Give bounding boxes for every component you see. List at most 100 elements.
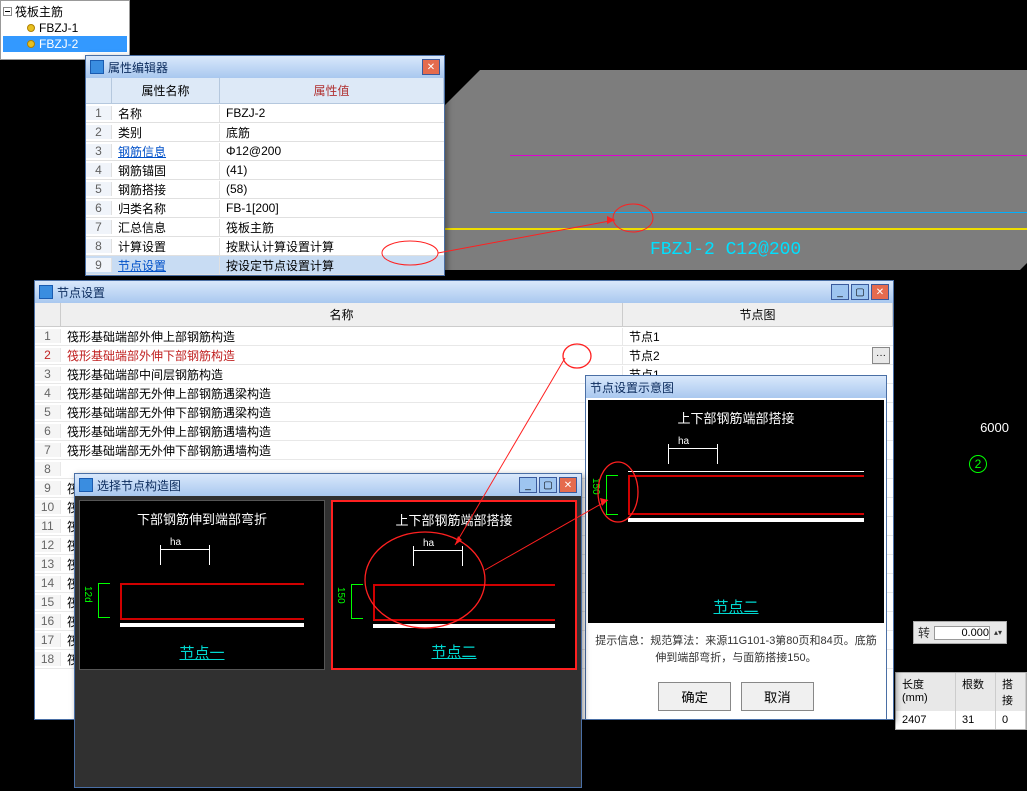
prop-row[interactable]: 8 计算设置 按默认计算设置计算 — [86, 237, 444, 256]
row-num: 1 — [35, 329, 61, 343]
row-num: 3 — [35, 367, 61, 381]
prop-row[interactable]: 7 汇总信息 筏板主筋 — [86, 218, 444, 237]
dim-v — [606, 475, 618, 515]
node-name: 筏形基础端部外伸上部钢筋构造 — [61, 328, 623, 345]
rotation-spin: 转 ▴▾ — [913, 621, 1007, 644]
axis-bubble-num: 2 — [975, 457, 982, 471]
node-name: 筏形基础端部无外伸下部钢筋遇墙构造 — [61, 442, 623, 459]
col-name: 名称 — [61, 303, 623, 326]
titlebar[interactable]: 节点设置 _ ▢ ✕ — [35, 281, 893, 303]
spin-up-icon[interactable]: ▴▾ — [994, 628, 1002, 637]
dim-h — [413, 550, 463, 560]
prop-name: 钢筋搭接 — [112, 181, 220, 198]
prop-row[interactable]: 9 节点设置 按设定节点设置计算 — [86, 256, 444, 275]
prop-value[interactable]: (58) — [220, 182, 444, 196]
close-icon[interactable]: ✕ — [422, 59, 440, 75]
collapse-icon[interactable] — [3, 7, 12, 16]
diagram-title: 上下部钢筋端部搭接 — [588, 408, 884, 427]
cell-count: 31 — [956, 711, 996, 729]
row-num: 11 — [35, 519, 61, 533]
dialog-title: 选择节点构造图 — [97, 477, 515, 494]
node-name: 筏形基础端部无外伸上部钢筋遇墙构造 — [61, 423, 623, 440]
diagram-label: 节点二 — [588, 596, 884, 617]
close-icon[interactable]: ✕ — [871, 284, 889, 300]
dimension-text: 6000 — [980, 420, 1009, 435]
rebar-label: FBZJ-2 C12@200 — [650, 240, 801, 260]
row-num: 1 — [86, 106, 112, 120]
minimize-icon[interactable]: _ — [831, 284, 849, 300]
prop-value[interactable]: Φ12@200 — [220, 144, 444, 158]
dim-h-label: ha — [170, 537, 181, 548]
dim-v-label: 12d — [82, 586, 93, 603]
row-num: 4 — [86, 163, 112, 177]
row-num: 6 — [35, 424, 61, 438]
ok-button[interactable]: 确定 — [658, 682, 731, 711]
prop-value[interactable]: FB-1[200] — [220, 201, 444, 215]
minimize-icon[interactable]: _ — [519, 477, 537, 493]
tree-root[interactable]: 筏板主筋 — [3, 3, 127, 20]
dim-h-label: ha — [678, 436, 689, 447]
tree-panel: 筏板主筋 FBZJ-1 FBZJ-2 — [0, 0, 130, 60]
spin-input[interactable] — [934, 626, 990, 640]
row-num: 2 — [35, 348, 61, 362]
node-table-header: 名称 节点图 — [35, 303, 893, 327]
prop-value[interactable]: 按默认计算设置计算 — [220, 238, 444, 255]
panel-title: 节点设置示意图 — [590, 379, 882, 396]
row-num: 2 — [86, 125, 112, 139]
row-num: 5 — [86, 182, 112, 196]
prop-row[interactable]: 6 归类名称 FB-1[200] — [86, 199, 444, 218]
titlebar[interactable]: 选择节点构造图 _ ▢ ✕ — [75, 474, 581, 496]
prop-value[interactable]: 筏板主筋 — [220, 219, 444, 236]
row-num: 8 — [35, 462, 61, 476]
prop-value[interactable]: FBZJ-2 — [220, 106, 444, 120]
row-num: 12 — [35, 538, 61, 552]
thumb-title: 上下部钢筋端部搭接 — [333, 510, 575, 529]
maximize-icon[interactable]: ▢ — [539, 477, 557, 493]
prop-row[interactable]: 3 钢筋信息 Φ12@200 — [86, 142, 444, 161]
prop-row[interactable]: 4 钢筋锚固 (41) — [86, 161, 444, 180]
maximize-icon[interactable]: ▢ — [851, 284, 869, 300]
prop-value[interactable]: 按设定节点设置计算 — [220, 257, 444, 274]
prop-row[interactable]: 2 类别 底筋 — [86, 123, 444, 142]
row-num: 14 — [35, 576, 61, 590]
node-preview-panel: 节点设置示意图 上下部钢筋端部搭接 ha 150 节点二 提示信息：规范算法：来… — [585, 375, 887, 720]
thumb-2[interactable]: 上下部钢筋端部搭接 ha 150 节点二 — [331, 500, 577, 670]
dim-v-label: 150 — [590, 478, 601, 495]
tree-item-1[interactable]: FBZJ-2 — [3, 36, 127, 52]
node-row[interactable]: 2 筏形基础端部外伸下部钢筋构造 节点2··· — [35, 346, 893, 365]
tree-root-label: 筏板主筋 — [15, 3, 63, 20]
axis-bubble: 2 — [969, 455, 987, 473]
bullet-icon — [27, 40, 35, 48]
titlebar[interactable]: 属性编辑器 ✕ — [86, 56, 444, 78]
node-img-cell[interactable]: 节点2··· — [623, 347, 893, 364]
wall-top — [628, 471, 864, 472]
preview-canvas: 上下部钢筋端部搭接 ha 150 节点二 — [588, 400, 884, 623]
col-value: 属性值 — [220, 78, 444, 103]
cancel-button[interactable]: 取消 — [741, 682, 814, 711]
prop-value[interactable]: 底筋 — [220, 124, 444, 141]
prop-row[interactable]: 1 名称 FBZJ-2 — [86, 104, 444, 123]
col-count: 根数 — [956, 673, 996, 711]
prop-value[interactable]: (41) — [220, 163, 444, 177]
close-icon[interactable]: ✕ — [559, 477, 577, 493]
thumbs-area: 下部钢筋伸到端部弯折 ha 12d 节点一 上下部钢筋端部搭接 ha 150 节… — [75, 496, 581, 787]
row-num: 5 — [35, 405, 61, 419]
length-table: 长度(mm) 根数 搭接 2407 31 0 — [895, 672, 1027, 730]
node-name: 筏形基础端部无外伸上部钢筋遇梁构造 — [61, 385, 623, 402]
ellipsis-button[interactable]: ··· — [872, 347, 890, 364]
titlebar[interactable]: 节点设置示意图 — [586, 376, 886, 398]
row-num: 7 — [35, 443, 61, 457]
hint-text: 提示信息：规范算法：来源11G101-3第80页和84页。底筋伸到端部弯折，与面… — [586, 625, 886, 674]
prop-name: 汇总信息 — [112, 219, 220, 236]
row-num: 13 — [35, 557, 61, 571]
wall — [120, 623, 304, 627]
prop-row[interactable]: 5 钢筋搭接 (58) — [86, 180, 444, 199]
node-img-cell[interactable]: 节点1 — [623, 328, 893, 345]
node-row[interactable]: 1 筏形基础端部外伸上部钢筋构造 节点1 — [35, 327, 893, 346]
prop-name: 节点设置 — [112, 257, 220, 274]
rebar-bottom — [628, 513, 864, 515]
thumb-1[interactable]: 下部钢筋伸到端部弯折 ha 12d 节点一 — [79, 500, 325, 670]
edge-line — [360, 228, 1027, 230]
prop-name: 类别 — [112, 124, 220, 141]
tree-item-0[interactable]: FBZJ-1 — [3, 20, 127, 36]
